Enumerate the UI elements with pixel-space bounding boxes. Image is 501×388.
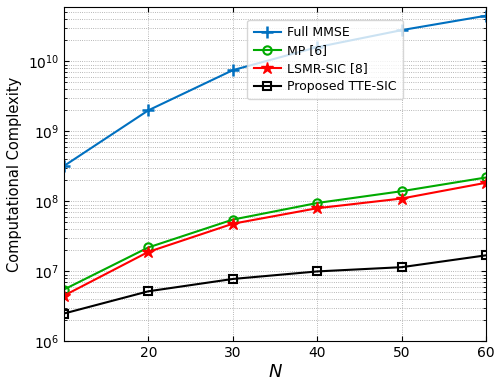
Proposed TTE-SIC (482, 253, 488, 258)
MP [6] (145, 245, 151, 250)
Proposed TTE-SIC (61, 311, 67, 316)
Full MMSE (145, 108, 151, 113)
LSMR-SIC [8] (482, 180, 488, 185)
X-axis label: $N$: $N$ (267, 363, 282, 381)
Full MMSE (61, 164, 67, 168)
Proposed TTE-SIC (314, 269, 320, 274)
Line: Full MMSE: Full MMSE (58, 9, 491, 172)
LSMR-SIC [8] (398, 196, 404, 201)
MP [6] (314, 201, 320, 205)
LSMR-SIC [8] (314, 206, 320, 211)
Proposed TTE-SIC (145, 289, 151, 294)
Line: LSMR-SIC [8]: LSMR-SIC [8] (58, 177, 491, 302)
Line: Proposed TTE-SIC: Proposed TTE-SIC (60, 251, 489, 318)
Full MMSE (398, 28, 404, 33)
LSMR-SIC [8] (61, 293, 67, 298)
MP [6] (482, 175, 488, 180)
Y-axis label: Computational Complexity: Computational Complexity (7, 76, 22, 272)
LSMR-SIC [8] (229, 222, 235, 226)
LSMR-SIC [8] (145, 249, 151, 254)
MP [6] (61, 287, 67, 292)
Full MMSE (314, 45, 320, 49)
Proposed TTE-SIC (398, 265, 404, 270)
Line: MP [6]: MP [6] (60, 173, 489, 294)
Full MMSE (482, 13, 488, 18)
Proposed TTE-SIC (229, 277, 235, 281)
Legend: Full MMSE, MP [6], LSMR-SIC [8], Proposed TTE-SIC: Full MMSE, MP [6], LSMR-SIC [8], Propose… (247, 20, 402, 99)
Full MMSE (229, 68, 235, 73)
MP [6] (398, 189, 404, 194)
MP [6] (229, 217, 235, 222)
